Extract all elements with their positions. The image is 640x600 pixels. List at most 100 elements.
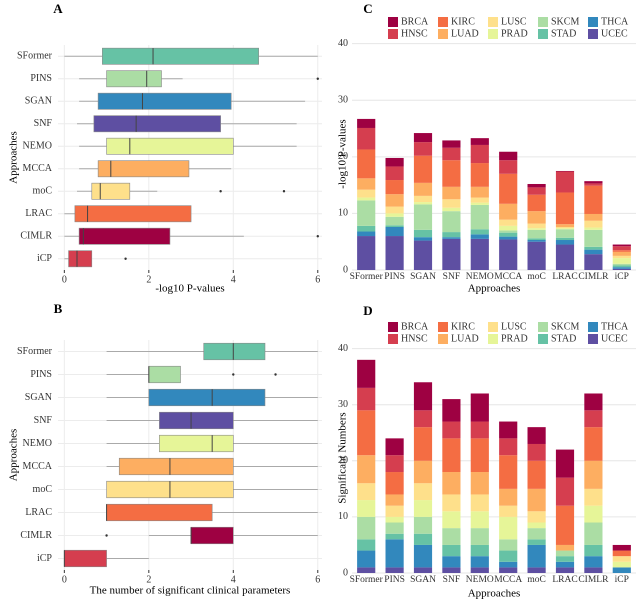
bar-segment (413, 195, 433, 203)
bar-segment (499, 160, 518, 174)
panel-label: D (363, 303, 372, 318)
legend-label: LUSC (501, 16, 527, 27)
bar-segment (357, 225, 376, 232)
legend-label: STAD (551, 28, 576, 39)
bar-segment (612, 268, 631, 270)
legend-label: SKCM (551, 321, 579, 332)
box (159, 411, 234, 430)
bar-segment (527, 544, 546, 568)
box (64, 549, 107, 568)
bar-segment (612, 267, 631, 269)
y-tick-label: NEMO (23, 438, 52, 449)
x-tick-label: MCCA (494, 272, 522, 282)
bar-segment (499, 550, 518, 562)
bar-segment (584, 229, 603, 247)
x-tick-label: 6 (315, 274, 320, 285)
legend-label: BRCA (401, 16, 429, 27)
bar-segment (357, 387, 376, 411)
bar-segment (499, 505, 518, 517)
bar-segment (555, 237, 575, 241)
bar-segment (499, 488, 518, 506)
bar-segment (584, 254, 603, 270)
y-tick-label: PINS (30, 369, 52, 380)
bar-segment (555, 550, 575, 557)
legend-swatch (538, 334, 548, 344)
bar-segment (442, 438, 461, 473)
y-tick-label: SNF (34, 118, 53, 129)
bar-segment (442, 238, 461, 270)
bar-segment (413, 410, 433, 428)
box (106, 503, 213, 522)
y-tick-label: iCP (37, 253, 52, 264)
bar-segment (612, 561, 631, 568)
bar-segment (385, 194, 404, 207)
bar-segment (357, 197, 376, 201)
legend-label: THCA (601, 16, 629, 27)
bar-segment (470, 229, 489, 235)
box (118, 457, 234, 476)
legend-swatch (388, 17, 398, 27)
bar-segment (499, 173, 518, 204)
bar-segment (442, 494, 461, 512)
bar-segment (527, 511, 546, 523)
bar-segment (357, 550, 376, 568)
bar-segment (357, 149, 376, 179)
x-tick-label: NEMO (466, 575, 494, 585)
legend-label: SKCM (551, 16, 579, 27)
x-tick-label: SNF (443, 272, 460, 282)
bar-segment (584, 185, 603, 214)
bar-segment (385, 516, 404, 523)
y-tick-label: NEMO (23, 141, 52, 152)
outlier (282, 190, 286, 193)
bar-segment (499, 219, 518, 226)
bar-segment (527, 223, 546, 229)
legend-label: LUAD (451, 333, 479, 344)
bar-segment (527, 194, 546, 212)
box (159, 434, 234, 453)
x-axis-title: Approaches (468, 283, 521, 295)
outlier (219, 190, 222, 193)
x-tick-label: MCCA (494, 575, 522, 585)
y-tick-label: 10 (338, 208, 348, 219)
y-tick-label: SGAN (25, 96, 52, 107)
bar-segment (413, 202, 433, 205)
bar-segment (527, 211, 546, 224)
bar-segment (413, 460, 433, 484)
box (203, 342, 266, 361)
bar-segment (584, 220, 603, 228)
box (93, 115, 221, 133)
bar-segment (413, 155, 433, 183)
x-tick-label: 4 (231, 274, 236, 285)
bar-segment (442, 211, 461, 233)
bar-segment (385, 533, 404, 540)
bar-segment (527, 183, 546, 188)
y-axis-title: Approaches (8, 429, 20, 482)
y-tick-label: LRAC (25, 208, 52, 219)
y-tick-label: 40 (338, 343, 348, 354)
x-tick-label: SFormer (350, 575, 384, 585)
legend-label: KIRC (451, 321, 475, 332)
bar-segment (442, 528, 461, 545)
bar-segment (499, 561, 518, 568)
bar-segment (442, 199, 461, 208)
bar-segment (442, 472, 461, 495)
bar-segment (584, 181, 603, 184)
bar-segment (442, 237, 461, 239)
bar-segment (413, 533, 433, 545)
legend-swatch (538, 29, 548, 39)
bar-segment (527, 229, 546, 239)
bar-segment (385, 236, 404, 270)
bar-segment (612, 265, 631, 268)
bar-segment (584, 183, 603, 186)
bar-segment (499, 236, 518, 240)
panel-label: B (54, 301, 63, 316)
box (148, 388, 266, 407)
bar-segment (527, 567, 546, 573)
bar-segment (584, 393, 603, 411)
bar-segment (499, 151, 518, 161)
bar-segment (413, 182, 433, 196)
legend-label: BRCA (401, 321, 429, 332)
bar-segment (442, 556, 461, 568)
box (97, 160, 190, 178)
bar-segment (527, 241, 546, 270)
